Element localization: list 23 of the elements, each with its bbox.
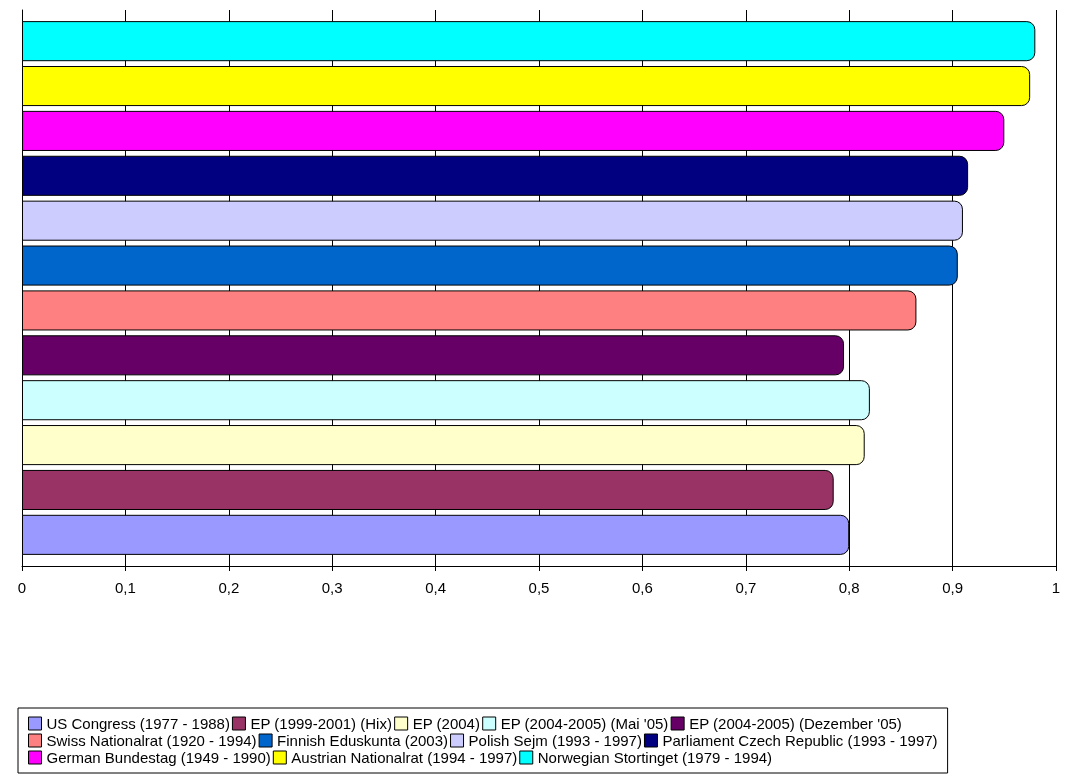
legend-label: Polish Sejm (1993 - 1997) [468,732,642,749]
legend-label: Austrian Nationalrat (1994 - 1997) [291,749,518,766]
x-tick-label: 0,7 [735,579,757,596]
legend-label: Norwegian Stortinget (1979 - 1994) [537,749,773,766]
legend-label: Swiss Nationalrat (1920 - 1994) [46,732,257,749]
legend-label: Parliament Czech Republic (1993 - 1997) [662,732,938,749]
x-tick-label: 0,9 [942,579,964,596]
x-tick-label: 0,8 [838,579,860,596]
legend-label: EP (2004-2005) (Mai '05) [500,715,669,732]
x-tick-label: 0,2 [218,579,240,596]
legend-label: German Bundestag (1949 - 1990) [46,749,271,766]
x-tick-label: 0,6 [631,579,653,596]
legend-label: US Congress (1977 - 1988) [46,715,230,732]
x-tick-label: 0,3 [321,579,343,596]
x-tick-label: 0,1 [114,579,136,596]
x-tick-label: 0 [17,579,27,596]
x-tick-label: 0,5 [528,579,550,596]
legend-label: EP (2004-2005) (Dezember '05) [689,715,902,732]
legend-label: EP (2004) [412,715,480,732]
legend-label: EP (1999-2001) (Hix) [250,715,392,732]
x-tick-label: 0,4 [425,579,447,596]
legend-label: Finnish Eduskunta (2003) [277,732,449,749]
x-tick-label: 1 [1051,579,1061,596]
